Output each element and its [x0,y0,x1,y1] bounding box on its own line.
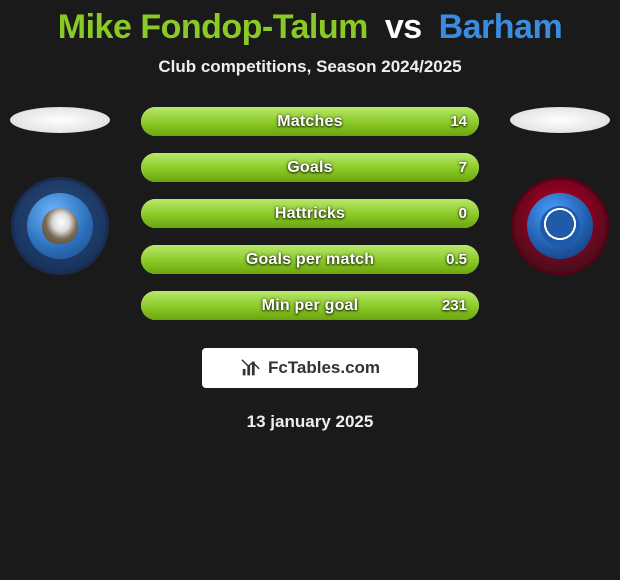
stat-row: Matches14 [141,107,479,136]
player2-avatar-placeholder [510,107,610,133]
left-player-column [5,107,115,275]
stat-row: Hattricks0 [141,199,479,228]
stat-value-right: 7 [459,153,467,182]
oldham-badge-inner [27,193,93,259]
player1-club-badge [11,177,109,275]
stat-row: Goals7 [141,153,479,182]
comparison-date: 13 january 2025 [0,412,620,432]
stat-row: Goals per match0.5 [141,245,479,274]
bar-chart-icon [240,357,262,379]
fctables-watermark: FcTables.com [202,348,418,388]
watermark-text: FcTables.com [268,358,380,378]
right-player-column [505,107,615,275]
stat-value-right: 14 [450,107,467,136]
stat-value-right: 0 [459,199,467,228]
stat-value-right: 231 [442,291,467,320]
competition-subtitle: Club competitions, Season 2024/2025 [0,57,620,77]
stat-row: Min per goal231 [141,291,479,320]
stat-label: Min per goal [141,297,479,315]
player2-name: Barham [439,8,563,46]
aldershot-badge-inner [527,193,593,259]
stats-bar-list: Matches14 Goals7 Hattricks0 Goals per match… [141,107,479,320]
player2-club-badge [511,177,609,275]
player1-avatar-placeholder [10,107,110,133]
comparison-title: Mike Fondop-Talum vs Barham [0,0,620,47]
comparison-content: Matches14 Goals7 Hattricks0 Goals per match… [0,107,620,320]
vs-separator: vs [385,8,422,46]
stat-value-right: 0.5 [446,245,467,274]
stat-label: Hattricks [141,205,479,223]
stat-label: Matches [141,113,479,131]
stat-label: Goals [141,159,479,177]
stat-label: Goals per match [141,251,479,269]
player1-name: Mike Fondop-Talum [58,8,368,46]
